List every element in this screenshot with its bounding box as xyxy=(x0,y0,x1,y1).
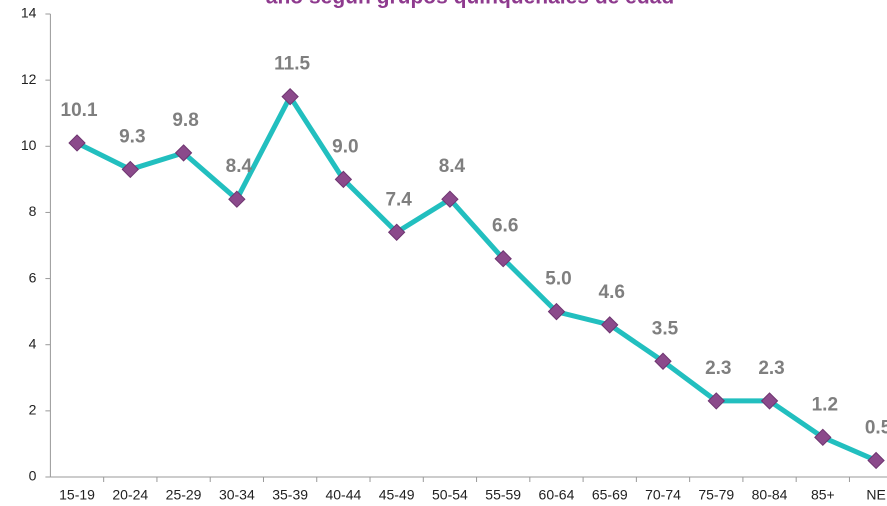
y-tick-label: 14 xyxy=(21,5,37,21)
data-label: 8.4 xyxy=(226,156,253,177)
data-label: 5.0 xyxy=(545,269,571,290)
marker xyxy=(174,144,193,162)
chart-title: año según grupos quinquenales de edad xyxy=(266,0,674,9)
marker xyxy=(867,451,885,470)
x-tick-label: 55-59 xyxy=(485,487,521,503)
data-label: 3.5 xyxy=(652,318,679,339)
data-label: 0.5 xyxy=(865,417,887,438)
marker xyxy=(228,190,246,208)
data-label: 4.6 xyxy=(599,282,625,303)
x-tick-label: 25-29 xyxy=(166,487,202,503)
marker xyxy=(334,170,353,189)
marker xyxy=(547,302,566,321)
x-tick-label: 15-19 xyxy=(59,487,95,503)
marker xyxy=(281,87,299,106)
y-tick-label: 10 xyxy=(21,137,37,153)
data-label: 2.3 xyxy=(705,358,731,379)
x-tick-label: 75-79 xyxy=(698,487,734,503)
x-tick-label: 50-54 xyxy=(432,487,468,503)
data-label: 2.3 xyxy=(758,358,784,379)
marker xyxy=(441,190,459,208)
data-label: 9.3 xyxy=(119,126,145,147)
y-tick-label: 4 xyxy=(29,335,37,351)
data-label: 11.5 xyxy=(274,54,310,75)
marker xyxy=(654,352,672,370)
x-tick-label: 70-74 xyxy=(645,487,681,503)
marker xyxy=(760,392,779,410)
marker xyxy=(387,223,406,241)
x-tick-label: 60-64 xyxy=(539,487,575,503)
y-tick-label: 8 xyxy=(29,203,37,219)
marker xyxy=(68,134,86,152)
x-tick-label: 65-69 xyxy=(592,487,628,503)
marker xyxy=(814,428,832,447)
data-line xyxy=(75,94,878,463)
marker xyxy=(707,392,725,410)
data-label: 7.4 xyxy=(385,189,412,210)
data-label: 1.2 xyxy=(812,394,838,415)
x-tick-label: 35-39 xyxy=(272,487,308,503)
x-tick-label: 45-49 xyxy=(379,487,415,503)
data-label: 8.4 xyxy=(439,156,466,177)
y-tick-label: 6 xyxy=(29,269,37,285)
marker xyxy=(121,160,140,179)
y-tick-label: 2 xyxy=(29,402,37,418)
x-tick-label: 85+ xyxy=(811,487,835,503)
marker xyxy=(494,250,512,268)
y-tick-label: 0 xyxy=(29,468,37,484)
x-tick-label: 30-34 xyxy=(219,487,255,503)
y-tick-label: 12 xyxy=(21,71,37,87)
data-label: 9.8 xyxy=(172,110,198,131)
data-label: 6.6 xyxy=(492,216,518,237)
data-label: 10.1 xyxy=(61,100,98,121)
data-label: 9.0 xyxy=(332,136,358,157)
x-tick-label: NE xyxy=(866,487,885,503)
x-tick-label: 20-24 xyxy=(112,487,148,503)
x-tick-label: 80-84 xyxy=(752,487,788,503)
x-tick-label: 40-44 xyxy=(325,487,361,503)
marker xyxy=(601,316,619,334)
